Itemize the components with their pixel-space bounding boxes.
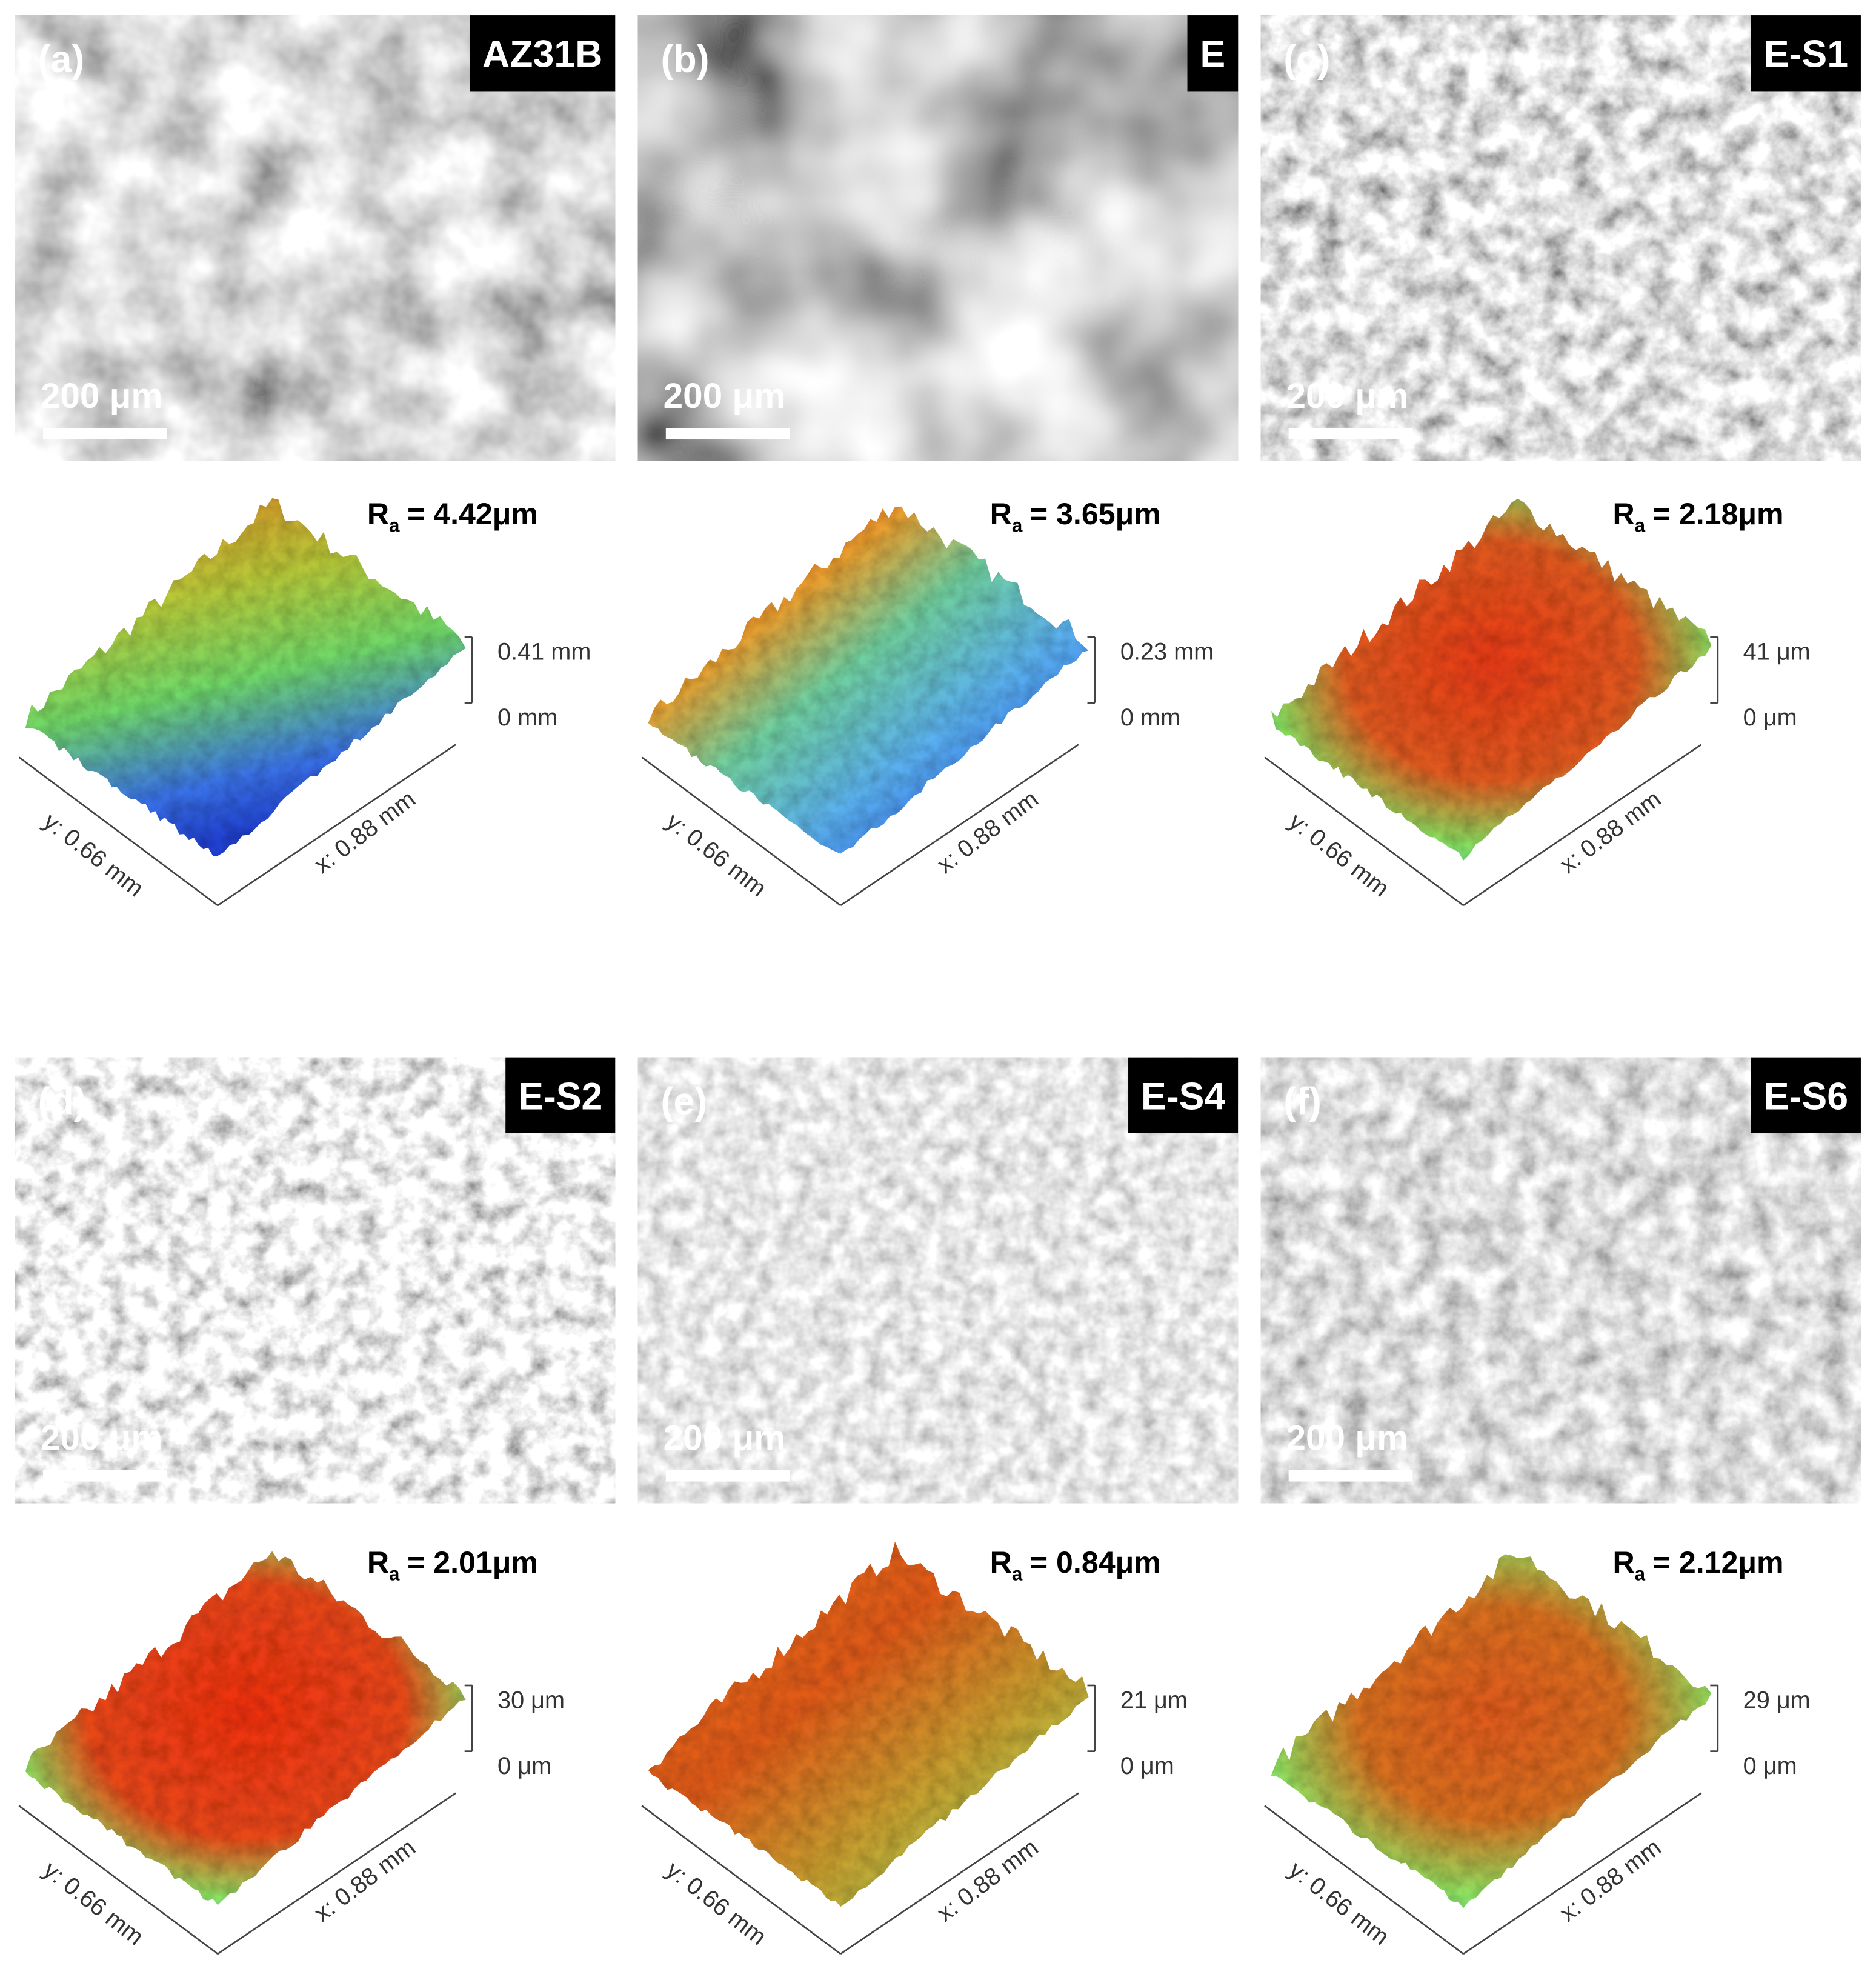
sample-label: E-S1 — [1764, 33, 1848, 76]
roughness: Ra = 0.84μm — [990, 1545, 1161, 1585]
panel: (d) E-S2 200 μm Ra = 2.01μm 30 μm 0 μm y: 0.66 … — [15, 1057, 616, 1955]
z-axis-top-label: 21 μm — [1120, 1687, 1188, 1714]
y-axis-line — [641, 756, 841, 907]
scale-bar-label: 200 μm — [1286, 1418, 1408, 1458]
roughness-symbol: R — [990, 497, 1012, 531]
roughness: Ra = 2.01μm — [367, 1545, 538, 1585]
surface-3d — [25, 498, 466, 856]
roughness-subscript: a — [1012, 515, 1023, 536]
scale-bar — [665, 1470, 790, 1482]
micrograph — [637, 15, 1239, 461]
surface-3d — [1271, 498, 1712, 861]
scale-bar — [1288, 1470, 1413, 1482]
roughness-value: = 2.12μm — [1653, 1545, 1784, 1579]
sample-label: E-S4 — [1141, 1075, 1225, 1118]
panel-label: (a) — [38, 38, 85, 81]
y-axis-line — [18, 756, 219, 907]
scale-bar-label: 200 μm — [1286, 376, 1408, 416]
roughness: Ra = 4.42μm — [367, 497, 538, 536]
roughness-symbol: R — [1612, 1545, 1634, 1579]
surface-3d — [1271, 1554, 1712, 1908]
z-axis-top-label: 29 μm — [1743, 1687, 1811, 1714]
sample-label-box — [1128, 1057, 1239, 1134]
sample-label-box — [1751, 1057, 1861, 1134]
z-axis-bottom-label: 0 μm — [1743, 1753, 1797, 1779]
roughness-value: = 2.01μm — [407, 1545, 538, 1579]
sample-label: E — [1200, 33, 1225, 76]
x-axis-line — [1463, 744, 1702, 907]
y-axis-label: y: 0.66 mm — [1284, 1856, 1394, 1951]
scale-bar — [665, 428, 790, 440]
roughness: Ra = 3.65μm — [990, 497, 1161, 536]
x-axis-line — [840, 1792, 1079, 1955]
z-axis-bottom-label: 0 mm — [497, 704, 557, 731]
sample-label: AZ31B — [482, 33, 602, 76]
roughness: Ra = 2.18μm — [1612, 497, 1783, 536]
roughness-symbol: R — [367, 1545, 389, 1579]
z-axis-top-label: 0.41 mm — [497, 639, 591, 665]
z-axis-top-label: 30 μm — [497, 1687, 565, 1714]
x-axis-line — [840, 744, 1079, 907]
panel: (f) E-S6 200 μm Ra = 2.12μm 29 μm 0 μm y: 0.66 … — [1260, 1057, 1861, 1955]
scale-bar — [43, 428, 167, 440]
sample-label-box — [505, 1057, 616, 1134]
roughness-subscript: a — [1012, 1564, 1023, 1585]
panel-label: (f) — [1283, 1081, 1322, 1123]
z-axis-bottom-label: 0 μm — [497, 1753, 551, 1779]
y-axis-line — [641, 1805, 841, 1955]
surface-3d — [648, 1541, 1089, 1907]
y-axis-line — [1264, 756, 1464, 907]
scale-bar-label: 200 μm — [41, 1418, 163, 1458]
scale-bar-label: 200 μm — [41, 376, 163, 416]
y-axis-label: y: 0.66 mm — [38, 1856, 148, 1951]
roughness-value: = 3.65μm — [1030, 497, 1161, 531]
roughness-symbol: R — [990, 1545, 1012, 1579]
y-axis-line — [18, 1805, 219, 1955]
roughness-subscript: a — [389, 1564, 400, 1585]
scale-bar — [1288, 428, 1413, 440]
scale-bar — [43, 1470, 167, 1482]
x-axis-line — [217, 1792, 456, 1955]
sample-label-box — [470, 15, 616, 92]
panel-label: (c) — [1283, 38, 1330, 81]
panel: (c) E-S1 200 μm Ra = 2.18μm 41 μm 0 μm y: 0.66 … — [1260, 15, 1861, 907]
x-axis-line — [1463, 1792, 1702, 1955]
sample-label: E-S6 — [1764, 1075, 1848, 1118]
scale-bar-label: 200 μm — [664, 1418, 786, 1458]
y-axis-label: y: 0.66 mm — [1284, 808, 1394, 902]
roughness-subscript: a — [1635, 1564, 1646, 1585]
panel: (b) E 200 μm Ra = 3.65μm 0.23 mm 0 mm y: 0.66 m… — [637, 15, 1239, 907]
roughness-symbol: R — [1612, 497, 1634, 531]
scale-bar-label: 200 μm — [664, 376, 786, 416]
z-axis-top-label: 0.23 mm — [1120, 639, 1214, 665]
panel: (a) AZ31B 200 μm Ra = 4.42μm 0.41 mm 0 mm y: 0.… — [15, 15, 616, 907]
panel-label: (b) — [660, 38, 709, 81]
z-axis-bottom-label: 0 μm — [1120, 1753, 1174, 1779]
panel: (e) E-S4 200 μm Ra = 0.84μm 21 μm 0 μm y: 0.66 … — [637, 1057, 1239, 1955]
roughness-value: = 4.42μm — [407, 497, 538, 531]
roughness-symbol: R — [367, 497, 389, 531]
sample-label-box — [1751, 15, 1861, 92]
surface-3d — [648, 506, 1089, 854]
roughness-value: = 2.18μm — [1653, 497, 1784, 531]
y-axis-label: y: 0.66 mm — [661, 1856, 771, 1951]
y-axis-label: y: 0.66 mm — [38, 808, 148, 902]
panel-label: (d) — [38, 1081, 87, 1123]
y-axis-label: y: 0.66 mm — [661, 808, 771, 902]
roughness-subscript: a — [1635, 515, 1646, 536]
z-axis-bottom-label: 0 μm — [1743, 704, 1797, 731]
roughness-subscript: a — [389, 515, 400, 536]
sample-label-box — [1187, 15, 1239, 92]
x-axis-line — [217, 744, 456, 907]
y-axis-line — [1264, 1805, 1464, 1955]
sample-label: E-S2 — [518, 1075, 602, 1118]
roughness-value: = 0.84μm — [1030, 1545, 1161, 1579]
roughness: Ra = 2.12μm — [1612, 1545, 1783, 1585]
surface-3d — [25, 1551, 466, 1905]
z-axis-top-label: 41 μm — [1743, 639, 1811, 665]
panel-label: (e) — [660, 1081, 707, 1123]
z-axis-bottom-label: 0 mm — [1120, 704, 1180, 731]
